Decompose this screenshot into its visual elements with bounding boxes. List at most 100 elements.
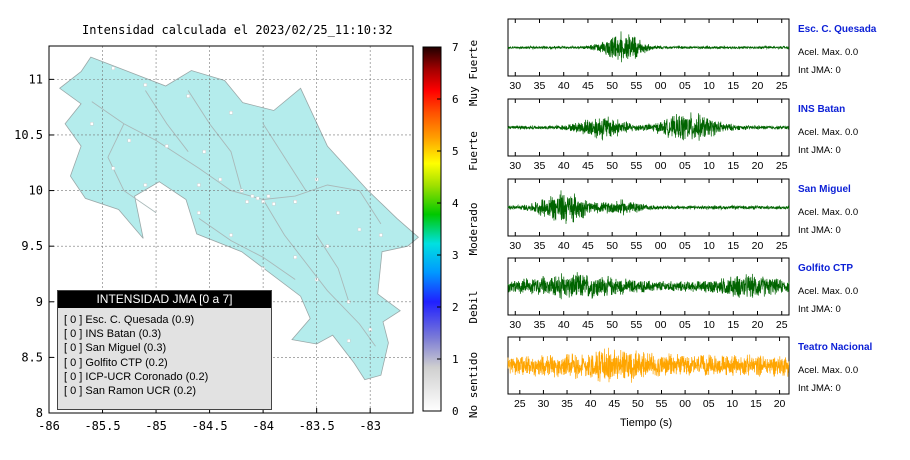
map-y-tick-label: 11 [29,72,43,86]
waveform-tick-label: 30 [509,240,521,252]
colorbar-tick-label: 4 [452,197,459,210]
colorbar-tick-label: 1 [452,353,459,366]
colorbar-intensity-label: Fuerte [467,131,480,171]
road-line [91,101,264,200]
waveform-tick-label: 35 [534,160,546,172]
waveform-tick-label: 40 [558,160,570,172]
waveform-tick-label: 15 [750,398,762,410]
station-mark [347,339,351,343]
waveform-panel: 30 35 40 45 50 55 00 05 10 15 20 25 [507,257,790,331]
colorbar-tick-label: 2 [452,301,459,314]
map-x-tick-label: -84 [252,419,274,433]
waveform-tick-label: 50 [606,240,618,252]
waveform-panel: 30 35 40 45 50 55 00 05 10 15 20 25 [507,178,790,252]
intensity-legend: INTENSIDAD JMA [0 a 7] [ 0 ] Esc. C. Que… [57,290,272,410]
station-jma-intensity: Int JMA: 0 [798,304,841,315]
colorbar-intensity-label: No sentido [467,352,480,418]
station-mark [127,138,131,143]
waveform-tick-label: 25 [776,319,788,331]
station-mark [111,66,115,70]
map-y-tick-label: 8.5 [21,350,43,364]
waveform-tick-label: 50 [632,398,644,410]
waveform-tick-label: 40 [585,398,597,410]
waveform-tick-label: 10 [703,319,715,331]
station-accel-max: Acel. Max. 0.0 [798,365,859,376]
station-mark [186,94,190,98]
map-y-tick-label: 10.5 [14,128,43,142]
waveform-tick-label: 55 [631,240,643,252]
colorbar-tick-label: 0 [452,405,459,418]
road-line [316,234,350,302]
legend-item: [ 0 ] ICP-UCR Coronado (0.2) [64,370,209,383]
legend-item: [ 0 ] Golfito CTP (0.2) [64,356,168,369]
waveform-tick-label: 10 [726,398,738,410]
waveform-tick-label: 20 [752,80,764,92]
waveform-tick-label: 25 [776,240,788,252]
station-mark [336,211,340,215]
station-mark [266,194,271,198]
station-mark [197,211,201,215]
colorbar-tick-label: 5 [452,145,459,158]
station-mark [256,196,260,201]
waveform-tick-label: 25 [514,398,526,410]
waveform-tick-label: 20 [752,160,764,172]
waveform-tick-label: 35 [534,319,546,331]
station-name: Teatro Nacional [798,342,873,353]
colorbar-gradient [422,46,442,412]
station-name: INS Batan [798,104,846,115]
station-mark [143,183,148,187]
costa-rica-land [59,56,420,381]
colorbar-tick-label: 6 [452,93,459,106]
waveform-tick-label: 30 [509,80,521,92]
waveform-trace [507,347,790,383]
waveform-tick-label: 55 [631,319,643,331]
road-line [198,218,296,280]
waveform-tick-label: 05 [679,240,691,252]
waveform-tick-label: 00 [655,160,667,172]
waveform-tick-label: 25 [776,80,788,92]
waveform-tick-label: 40 [558,319,570,331]
waveform-tick-label: 05 [679,80,691,92]
station-mark [293,199,297,204]
waveform-tick-label: 30 [538,398,550,410]
waveform-tick-label: 40 [558,80,570,92]
map-x-tick-label: -84.5 [192,419,228,433]
road-line [187,90,243,191]
station-mark [293,255,297,260]
map-frame [48,45,414,414]
station-jma-intensity: Int JMA: 0 [798,383,841,394]
waveform-tick-label: 00 [679,398,691,410]
map-x-tick-label: -86 [38,419,60,433]
station-name: San Miguel [798,184,851,195]
waveform-tick-label: 50 [606,319,618,331]
station-name: Esc. C. Quesada [798,24,877,35]
station-mark [197,183,201,187]
waveform-panel: 25 30 35 40 45 50 55 00 05 10 15 20 [507,336,790,410]
waveform-tick-label: 35 [561,398,573,410]
legend-item: [ 0 ] Esc. C. Quesada (0.9) [64,314,195,326]
station-mark [229,233,233,237]
road-line [145,90,189,152]
map-y-tick-label: 9 [36,295,43,309]
station-accel-max: Acel. Max. 0.0 [798,286,859,297]
station-mark [272,202,276,206]
station-mark [111,166,115,171]
waveform-tick-label: 55 [631,160,643,172]
road-line [263,184,382,225]
map-x-tick-label: -85.5 [84,419,120,433]
waveform-tick-label: 05 [679,160,691,172]
station-mark [379,233,383,237]
station-mark [229,111,233,115]
legend-title: INTENSIDAD JMA [0 a 7] [58,291,271,308]
waveform-tick-label: 45 [582,160,594,172]
station-mark [250,194,255,198]
road-line [262,199,376,347]
waveform-tick-label: 20 [774,398,786,410]
waveform-tick-label: 45 [582,319,594,331]
waveform-panel: 30 35 40 45 50 55 00 05 10 15 20 25 [507,98,790,172]
waveform-tick-label: 55 [631,80,643,92]
station-mark [218,177,222,182]
colorbar: 0 1 2 3 4 5 6 7 No sentido Debil Moderado Fuerte Muy… [422,40,480,418]
waveform-tick-label: 15 [727,80,739,92]
map-title: Intensidad calculada el 2023/02/25_11:10… [82,23,393,37]
